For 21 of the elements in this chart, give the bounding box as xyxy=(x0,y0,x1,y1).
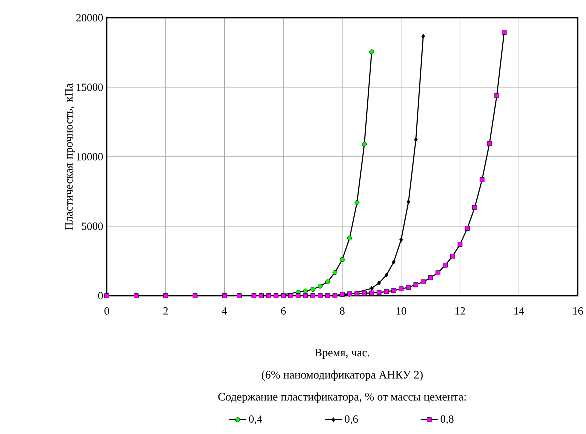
x-tick-label: 4 xyxy=(222,308,228,315)
legend-label: 0,8 xyxy=(440,416,454,425)
x-tick-label: 2 xyxy=(164,308,168,315)
x-tick-label: 16 xyxy=(573,308,584,315)
x-axis-title: Время, час. xyxy=(315,349,370,359)
text: (6% наномодификатора АНКУ 2) xyxy=(262,370,423,382)
legend-label: 0,6 xyxy=(345,416,358,425)
x-tick-label: 8 xyxy=(340,308,345,315)
x-tick-label: 0 xyxy=(104,308,110,315)
y-tick-label: 5000 xyxy=(82,222,104,230)
y-tick-label: 10000 xyxy=(77,153,104,161)
x-tick-label: 14 xyxy=(514,308,524,315)
x-tick-label: 12 xyxy=(456,308,466,315)
x-tick-label: 10 xyxy=(396,308,406,315)
y-tick-label: 0 xyxy=(98,292,104,300)
legend-title: Содержание пластификатора, % от массы цемента: xyxy=(218,392,466,404)
x-tick-label: 6 xyxy=(281,308,286,315)
y-axis-title: Пластическая прочность, кПа xyxy=(65,84,76,230)
legend-label: 0,4 xyxy=(249,416,262,425)
y-tick-label: 20000 xyxy=(76,14,104,22)
y-tick-label: 15000 xyxy=(77,84,104,92)
